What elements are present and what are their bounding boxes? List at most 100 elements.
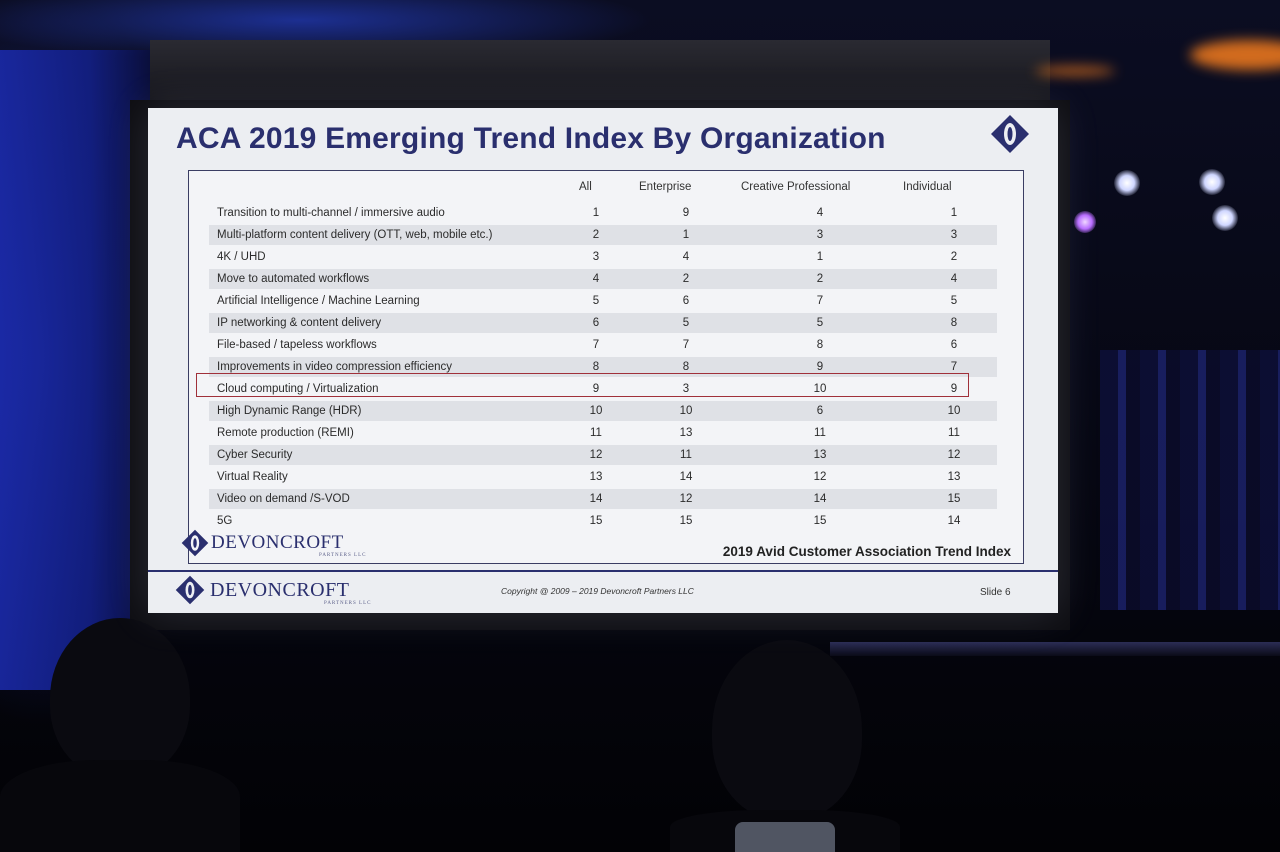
rank-individual: 3 [950, 229, 958, 241]
rank-creative: 1 [816, 251, 824, 263]
rank-enterprise: 1 [682, 229, 690, 241]
rank-all: 2 [592, 229, 600, 241]
presentation-slide: ACA 2019 Emerging Trend Index By Organiz… [148, 108, 1058, 613]
rank-all: 14 [589, 493, 603, 505]
devoncroft-logo-icon [181, 529, 209, 557]
rank-enterprise: 10 [679, 405, 693, 417]
table-row: Remote production (REMI) 11 13 11 11 [209, 423, 997, 443]
stage-spotlight [1114, 170, 1140, 196]
rank-all: 1 [592, 207, 600, 219]
rank-creative: 2 [816, 273, 824, 285]
rank-enterprise: 6 [682, 295, 690, 307]
table-row: Transition to multi-channel / immersive … [209, 203, 997, 223]
rank-all: 8 [592, 361, 600, 373]
rank-creative: 8 [816, 339, 824, 351]
row-label: Improvements in video compression effici… [217, 361, 453, 373]
table-row: Move to automated workflows 4 2 2 4 [209, 269, 997, 289]
column-header-creative-professional: Creative Professional [741, 181, 851, 193]
blue-lit-wall [0, 50, 150, 690]
row-label: File-based / tapeless workflows [217, 339, 377, 351]
table-row: 4K / UHD 3 4 1 2 [209, 247, 997, 267]
devoncroft-logo-icon [175, 575, 205, 605]
rank-enterprise: 8 [682, 361, 690, 373]
devoncroft-partners-sub: PARTNERS LLC [319, 553, 367, 558]
rank-individual: 14 [947, 515, 961, 527]
table-row: IP networking & content delivery 6 5 5 8 [209, 313, 997, 333]
row-label: Video on demand /S-VOD [217, 493, 350, 505]
row-label: Virtual Reality [217, 471, 288, 483]
trend-index-caption: 2019 Avid Customer Association Trend Ind… [722, 544, 1011, 559]
trend-index-table: All Enterprise Creative Professional Ind… [181, 170, 1024, 564]
row-label: Cyber Security [217, 449, 293, 461]
rank-creative: 3 [816, 229, 824, 241]
rank-enterprise: 15 [679, 515, 693, 527]
orange-stage-light [1190, 40, 1280, 70]
rank-enterprise: 11 [680, 449, 692, 461]
rank-creative: 9 [816, 361, 824, 373]
rank-all: 4 [592, 273, 600, 285]
column-header-individual: Individual [903, 181, 952, 193]
orange-stage-light [1035, 66, 1115, 76]
rank-individual: 9 [950, 383, 958, 395]
rank-enterprise: 9 [682, 207, 690, 219]
table-row: Multi-platform content delivery (OTT, we… [209, 225, 997, 245]
rank-enterprise: 5 [682, 317, 690, 329]
table-row: File-based / tapeless workflows 7 7 8 6 [209, 335, 997, 355]
rank-all: 9 [592, 383, 600, 395]
rank-all: 6 [592, 317, 600, 329]
table-row: Video on demand /S-VOD 14 12 14 15 [209, 489, 997, 509]
row-label: 4K / UHD [217, 251, 266, 263]
rank-individual: 7 [950, 361, 958, 373]
purple-stage-light [1074, 211, 1096, 233]
table-row: High Dynamic Range (HDR) 10 10 6 10 [209, 401, 997, 421]
rank-enterprise: 13 [679, 427, 693, 439]
table-row: 5G 15 15 15 14 [209, 511, 997, 531]
audience-member-shoulders [0, 760, 240, 852]
rank-enterprise: 14 [679, 471, 693, 483]
rank-creative: 13 [813, 449, 827, 461]
devoncroft-partners-sub: PARTNERS LLC [324, 601, 372, 606]
row-label: Cloud computing / Virtualization [217, 383, 379, 395]
highlighted-row-box [196, 373, 969, 397]
rank-individual: 2 [950, 251, 958, 263]
rank-enterprise: 7 [682, 339, 690, 351]
rank-individual: 8 [950, 317, 958, 329]
rank-creative: 12 [813, 471, 827, 483]
column-header-all: All [579, 181, 592, 193]
rank-creative: 15 [813, 515, 827, 527]
rank-enterprise: 2 [682, 273, 690, 285]
rank-creative: 7 [816, 295, 824, 307]
rank-individual: 5 [950, 295, 958, 307]
rank-individual: 12 [947, 449, 961, 461]
table-row-highlighted: Cloud computing / Virtualization 9 3 10 … [209, 379, 997, 399]
row-label: Remote production (REMI) [217, 427, 354, 439]
row-label: IP networking & content delivery [217, 317, 382, 329]
stage-spotlight [1212, 205, 1238, 231]
rank-creative: 14 [813, 493, 827, 505]
rank-individual: 13 [947, 471, 961, 483]
devoncroft-wordmark: DEVONCROFT [210, 579, 350, 601]
rank-individual: 1 [950, 207, 958, 219]
devoncroft-wordmark: DEVONCROFT [211, 532, 344, 553]
table-row: Virtual Reality 13 14 12 13 [209, 467, 997, 487]
audience-member-head [712, 640, 862, 820]
slide-title: ACA 2019 Emerging Trend Index By Organiz… [176, 122, 886, 155]
rank-individual: 4 [950, 273, 958, 285]
column-header-enterprise: Enterprise [639, 181, 692, 193]
rank-all: 7 [592, 339, 600, 351]
row-label: Transition to multi-channel / immersive … [217, 207, 445, 219]
rank-creative: 5 [816, 317, 824, 329]
rank-individual: 6 [950, 339, 958, 351]
rank-individual: 11 [948, 427, 960, 439]
rank-enterprise: 3 [682, 383, 690, 395]
stage-edge [830, 642, 1280, 656]
rank-creative: 4 [816, 207, 824, 219]
rank-all: 5 [592, 295, 600, 307]
stage-spotlight [1199, 169, 1225, 195]
row-label: High Dynamic Range (HDR) [217, 405, 362, 417]
rank-creative: 10 [813, 383, 827, 395]
row-label: Move to automated workflows [217, 273, 370, 285]
rank-enterprise: 4 [682, 251, 690, 263]
stage-curtain [1100, 350, 1280, 610]
row-label: 5G [217, 515, 233, 527]
